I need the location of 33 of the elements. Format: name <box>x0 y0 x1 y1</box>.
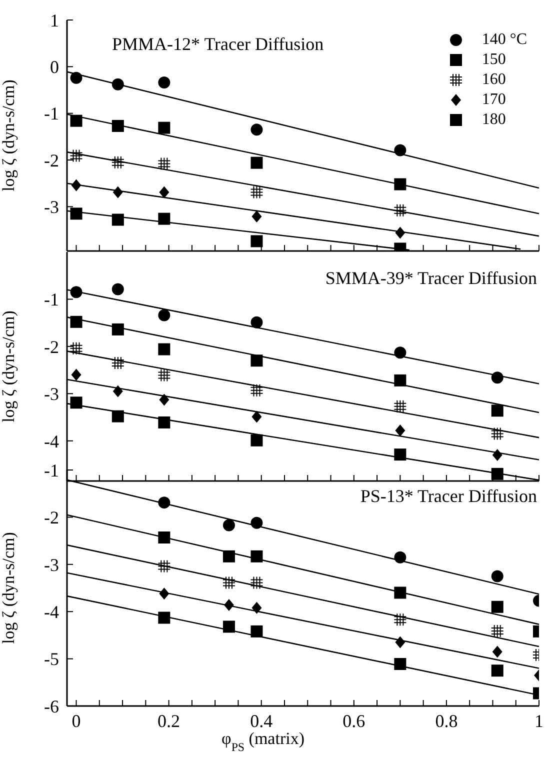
x-tick-label: 0.6 <box>342 710 366 731</box>
y-tick-label: 0 <box>50 57 59 78</box>
text: PMMA-12* Tracer Diffusion <box>112 34 324 55</box>
y-tick-label: -1 <box>44 290 59 310</box>
y-axis-title: log ζ (dyn-s/cm) <box>0 80 18 192</box>
x-tick-label: 0.4 <box>250 710 273 731</box>
y-axis-title: log ζ (dyn-s/cm) <box>0 310 18 422</box>
y-axis-title: log ζ (dyn-s/cm) <box>0 532 18 644</box>
y-tick-label: -3 <box>44 197 59 218</box>
y-tick-label: -2 <box>44 508 59 528</box>
text: PS-13* Tracer Diffusion <box>360 486 537 507</box>
x-tick-label: 0.8 <box>435 710 458 731</box>
y-tick-label: -3 <box>44 554 59 575</box>
y-tick-label: -1 <box>44 460 59 480</box>
text: SMMA-39* Tracer Diffusion <box>325 268 537 289</box>
x-tick-label: 0 <box>72 710 81 731</box>
legend-label: 160 <box>482 71 506 89</box>
x-tick-label: 1 <box>534 710 544 731</box>
y-tick-label: -5 <box>44 649 59 670</box>
x-tick-label: 0.2 <box>158 710 180 731</box>
y-tick-label: -2 <box>44 150 59 170</box>
y-tick-label: -4 <box>44 431 59 452</box>
legend-label: 180 <box>482 111 506 129</box>
y-tick-label: -2 <box>44 336 59 357</box>
legend-label: 140 °C <box>482 31 527 49</box>
y-tick-label: -4 <box>44 602 59 622</box>
legend-label: 170 <box>482 91 506 109</box>
y-tick-label: -1 <box>44 104 59 124</box>
y-tick-label: 1 <box>50 10 59 30</box>
y-tick-label: -3 <box>44 384 59 404</box>
legend-label: 150 <box>482 51 506 69</box>
y-tick-label: -6 <box>44 696 59 716</box>
x-axis-title: φ$_{PS}$ (matrix) <box>222 729 304 754</box>
